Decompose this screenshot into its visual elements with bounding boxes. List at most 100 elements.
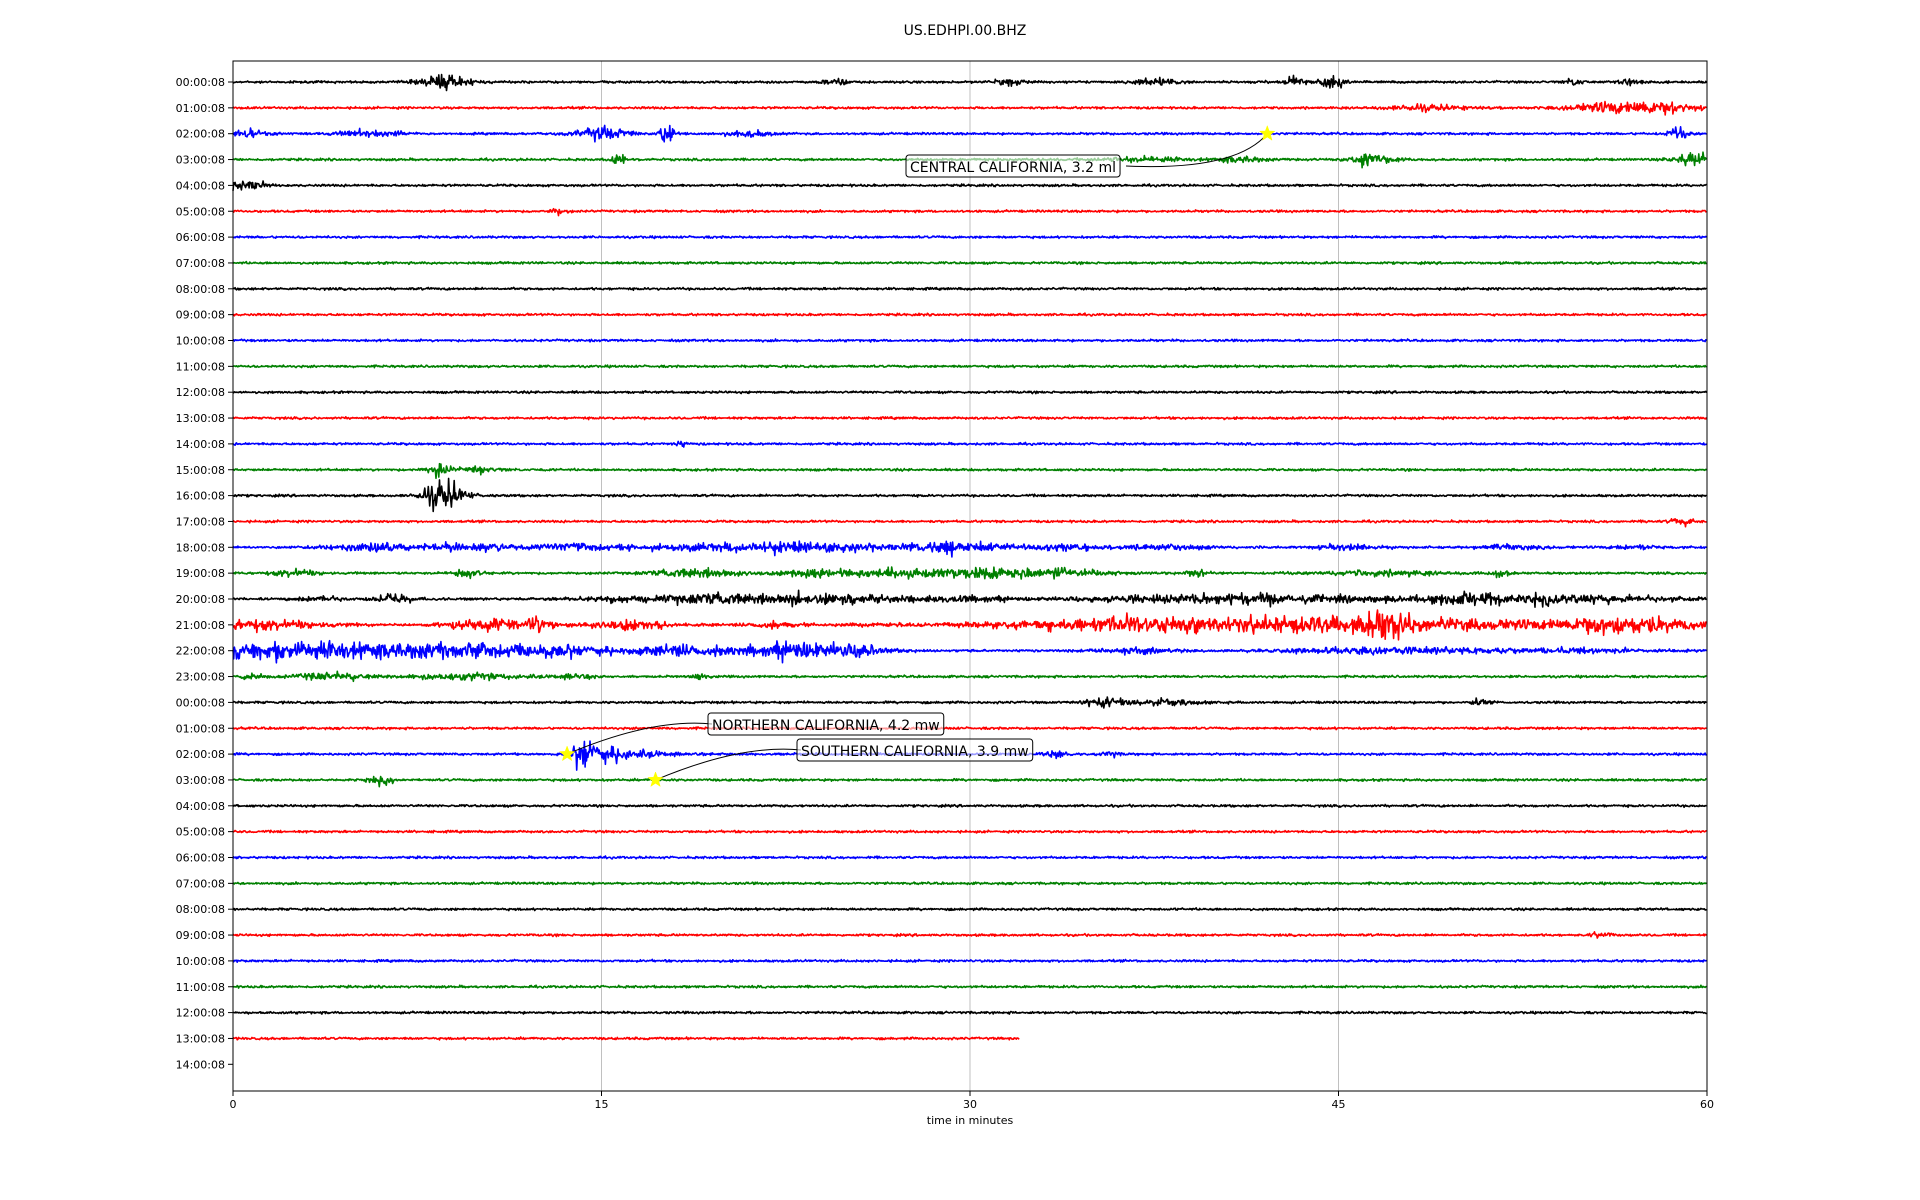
y-tick-label: 10:00:08 — [176, 955, 225, 968]
trace-line-row-25 — [232, 725, 1707, 731]
y-tick-label: 11:00:08 — [176, 981, 225, 994]
event-leader-line — [566, 722, 713, 755]
trace-line-row-31 — [232, 881, 1708, 886]
y-tick-label: 12:00:08 — [176, 1007, 225, 1020]
y-tick-label: 18:00:08 — [176, 541, 225, 554]
y-tick-label: 11:00:08 — [176, 360, 225, 373]
trace-line-row-27 — [232, 775, 1708, 788]
trace-line-row-20 — [232, 589, 1707, 609]
trace-line-row-21 — [232, 609, 1708, 641]
y-axis-ticks: 00:00:08 01:00:08 02:00:08 03:00:08 04:00:08… — [176, 76, 233, 1071]
trace-line-row-18 — [232, 540, 1707, 558]
trace-line-row-15 — [232, 462, 1708, 480]
event-leader-line — [655, 748, 802, 781]
y-tick-label: 03:00:08 — [176, 154, 225, 167]
trace-line-row-10 — [232, 338, 1708, 343]
trace-line-row-8 — [232, 286, 1707, 292]
y-tick-label: 01:00:08 — [176, 102, 225, 115]
trace-line-row-5 — [232, 207, 1707, 217]
trace-line-row-17 — [232, 517, 1707, 528]
plot-frame — [232, 60, 1708, 1092]
y-tick-label: 08:00:08 — [176, 903, 225, 916]
event-label: SOUTHERN CALIFORNIA, 3.9 mw — [801, 744, 1029, 760]
y-tick-label: 04:00:08 — [176, 800, 225, 813]
y-tick-label: 07:00:08 — [176, 877, 225, 890]
event-leader-line — [1125, 133, 1268, 168]
trace-group — [232, 73, 1708, 1041]
trace-line-row-23 — [232, 670, 1708, 683]
trace-line-row-6 — [232, 234, 1708, 240]
trace-line-row-12 — [232, 389, 1708, 395]
y-tick-label: 10:00:08 — [176, 335, 225, 348]
y-tick-label: 12:00:08 — [176, 386, 225, 399]
trace-line-row-22 — [232, 639, 1708, 664]
event-label: NORTHERN CALIFORNIA, 4.2 mw — [712, 718, 940, 734]
y-tick-label: 00:00:08 — [176, 696, 225, 709]
trace-line-row-16 — [232, 477, 1707, 513]
trace-line-row-11 — [232, 364, 1707, 369]
y-tick-label: 01:00:08 — [176, 722, 225, 735]
event-annotation: NORTHERN CALIFORNIA, 4.2 mw — [558, 712, 945, 762]
event-star-marker — [1258, 124, 1276, 141]
y-tick-label: 09:00:08 — [176, 309, 225, 322]
event-star-marker — [558, 745, 576, 762]
trace-line-row-9 — [232, 312, 1707, 317]
x-tick-label: 30 — [963, 1098, 977, 1111]
y-tick-label: 21:00:08 — [176, 619, 225, 632]
y-tick-label: 19:00:08 — [176, 567, 225, 580]
y-tick-label: 03:00:08 — [176, 774, 225, 787]
y-tick-label: 05:00:08 — [176, 826, 225, 839]
y-tick-label: 17:00:08 — [176, 515, 225, 528]
y-tick-label: 09:00:08 — [176, 929, 225, 942]
trace-line-row-4 — [232, 180, 1707, 191]
x-tick-label: 15 — [595, 1098, 609, 1111]
y-tick-label: 13:00:08 — [176, 1032, 225, 1045]
x-tick-label: 60 — [1700, 1098, 1714, 1111]
event-label-box — [796, 738, 1034, 762]
y-tick-label: 16:00:08 — [176, 490, 225, 503]
x-axis-label: time in minutes — [927, 1114, 1014, 1127]
y-tick-label: 22:00:08 — [176, 645, 225, 658]
trace-line-row-30 — [232, 855, 1707, 860]
event-annotations: CENTRAL CALIFORNIA, 3.2 ml NORTHERN CALIF… — [558, 124, 1276, 787]
y-tick-label: 04:00:08 — [176, 179, 225, 192]
event-star-marker — [647, 771, 664, 787]
y-tick-label: 15:00:08 — [176, 464, 225, 477]
trace-line-row-33 — [232, 930, 1708, 939]
y-tick-label: 14:00:08 — [176, 438, 225, 451]
y-tick-label: 02:00:08 — [176, 748, 225, 761]
y-tick-label: 07:00:08 — [176, 257, 225, 270]
y-tick-label: 13:00:08 — [176, 412, 225, 425]
x-axis-ticks: 0 15 30 45 60 — [230, 1091, 1714, 1111]
event-label-box — [905, 154, 1121, 178]
trace-line-row-28 — [232, 803, 1707, 809]
y-tick-label: 23:00:08 — [176, 671, 225, 684]
trace-line-row-29 — [232, 829, 1707, 834]
x-tick-label: 0 — [230, 1098, 237, 1111]
event-annotation: CENTRAL CALIFORNIA, 3.2 ml — [905, 124, 1276, 178]
y-tick-label: 06:00:08 — [176, 231, 225, 244]
trace-line-row-2 — [232, 124, 1707, 143]
trace-line-row-7 — [232, 260, 1708, 266]
trace-line-row-1 — [232, 100, 1708, 116]
y-tick-label: 00:00:08 — [176, 76, 225, 89]
x-tick-label: 45 — [1332, 1098, 1346, 1111]
y-tick-label: 20:00:08 — [176, 593, 225, 606]
event-label-box — [707, 712, 945, 736]
trace-line-row-35 — [232, 984, 1707, 990]
trace-line-row-34 — [232, 958, 1707, 964]
trace-line-row-19 — [232, 566, 1708, 580]
trace-line-row-0 — [232, 73, 1708, 92]
y-tick-label: 06:00:08 — [176, 852, 225, 865]
trace-line-row-13 — [232, 415, 1708, 421]
trace-line-row-32 — [232, 906, 1707, 912]
trace-line-row-37 — [232, 1036, 1020, 1041]
trace-line-row-36 — [232, 1010, 1707, 1015]
trace-line-row-24 — [232, 696, 1708, 709]
y-tick-label: 05:00:08 — [176, 205, 225, 218]
y-tick-label: 14:00:08 — [176, 1058, 225, 1071]
chart-title: US.EDHPI.00.BHZ — [904, 23, 1027, 39]
event-annotation: SOUTHERN CALIFORNIA, 3.9 mw — [647, 738, 1034, 787]
y-tick-label: 08:00:08 — [176, 283, 225, 296]
